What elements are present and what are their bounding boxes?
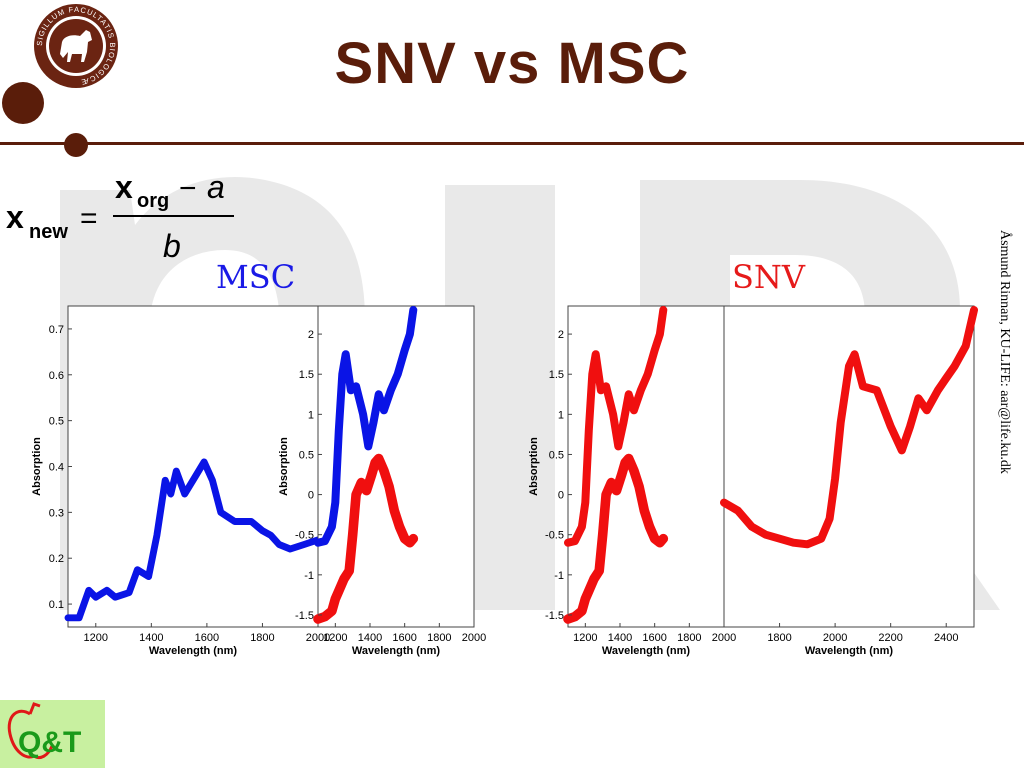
- x-tick-label: 1400: [139, 632, 163, 644]
- qt-logo: Q&T: [0, 700, 105, 768]
- y-tick-label: 0.1: [49, 599, 64, 611]
- x-tick-label: 1200: [573, 632, 597, 644]
- university-seal-logo: SIGILLUM FACULTATIS BIOLOGICÆ: [34, 4, 118, 88]
- series-line-snv-original-scale-0: [720, 306, 978, 549]
- series-line-snv-corrected-0: [564, 306, 668, 547]
- y-tick-label: 0.7: [49, 324, 64, 336]
- horse-icon: [60, 30, 92, 62]
- x-axis-label: Wavelength (nm): [352, 645, 441, 657]
- y-tick-label: 2: [558, 329, 564, 341]
- y-tick-label: 1.5: [299, 369, 314, 381]
- series-line-msc-original-0: [64, 458, 322, 622]
- series-line-msc-corrected-0: [314, 306, 418, 547]
- y-tick-label: 0.5: [49, 416, 64, 428]
- y-tick-label: 2: [308, 329, 314, 341]
- title-divider: [0, 142, 1024, 145]
- y-tick-label: -0.5: [295, 530, 314, 542]
- y-tick-label: 0.5: [299, 449, 314, 461]
- apple-icon: [7, 702, 54, 760]
- x-tick-label: 1600: [392, 632, 416, 644]
- x-tick-label: 1800: [677, 632, 701, 644]
- x-tick-label: 2000: [712, 632, 736, 644]
- x-tick-label: 2000: [462, 632, 486, 644]
- msc-label: MSC: [216, 258, 296, 296]
- y-tick-label: -1.5: [295, 610, 314, 622]
- slide-title: SNV vs MSC: [334, 31, 690, 96]
- y-axis-label: Absorption: [31, 437, 43, 496]
- formula-num-term: a: [207, 169, 225, 205]
- x-tick-label: 1800: [250, 632, 274, 644]
- formula-equals: =: [80, 202, 98, 235]
- x-axis-label: Wavelength (nm): [149, 645, 238, 657]
- y-tick-label: 0.4: [49, 462, 64, 474]
- x-tick-label: 1600: [195, 632, 219, 644]
- x-tick-label: 1200: [323, 632, 347, 644]
- x-tick-label: 1600: [642, 632, 666, 644]
- snv-label: SNV: [732, 258, 806, 296]
- qt-logo-text: Q&T: [18, 726, 81, 759]
- y-tick-label: -1: [304, 570, 314, 582]
- x-tick-label: 2000: [823, 632, 847, 644]
- y-tick-label: -1.5: [545, 610, 564, 622]
- formula-lhs-symbol: x: [6, 199, 24, 235]
- x-axis-label: Wavelength (nm): [805, 645, 894, 657]
- series-line-msc-corrected-1: [313, 453, 419, 624]
- y-tick-label: 0.5: [549, 449, 564, 461]
- formula-minus: −: [179, 172, 197, 205]
- formula-num-subscript: org: [137, 190, 169, 212]
- x-tick-label: 1800: [427, 632, 451, 644]
- y-tick-label: 1: [558, 409, 564, 421]
- x-tick-label: 1200: [84, 632, 108, 644]
- formula-lhs-subscript: new: [29, 221, 68, 243]
- author-credit: Åsmund Rinnan, KU-LIFE: aar@life.ku.dk: [997, 230, 1012, 474]
- formula-denominator: b: [163, 228, 181, 264]
- y-tick-label: 0: [308, 490, 314, 502]
- x-tick-label: 2200: [878, 632, 902, 644]
- y-axis-label: Absorption: [278, 437, 290, 496]
- x-tick-label: 2000: [306, 632, 330, 644]
- y-tick-label: -0.5: [545, 530, 564, 542]
- y-axis-label: Absorption: [528, 437, 540, 496]
- plot-frame-snv-original-scale: [723, 305, 975, 628]
- x-tick-label: 1400: [358, 632, 382, 644]
- y-tick-label: 0.3: [49, 507, 64, 519]
- x-tick-label: 1400: [608, 632, 632, 644]
- y-tick-label: 0.2: [49, 553, 64, 565]
- x-tick-label: 2400: [934, 632, 958, 644]
- y-tick-label: -1: [554, 570, 564, 582]
- decorative-dot-small: [64, 133, 88, 157]
- decorative-dot-large: [2, 82, 44, 124]
- series-line-snv-corrected-1: [563, 453, 669, 624]
- y-tick-label: 0.6: [49, 370, 64, 382]
- x-tick-label: 1800: [767, 632, 791, 644]
- formula: x new = x org − a b: [6, 169, 234, 264]
- x-axis-label: Wavelength (nm): [602, 645, 691, 657]
- y-tick-label: 1.5: [549, 369, 564, 381]
- y-tick-label: 0: [558, 490, 564, 502]
- y-tick-label: 1: [308, 409, 314, 421]
- formula-num-symbol: x: [115, 169, 133, 205]
